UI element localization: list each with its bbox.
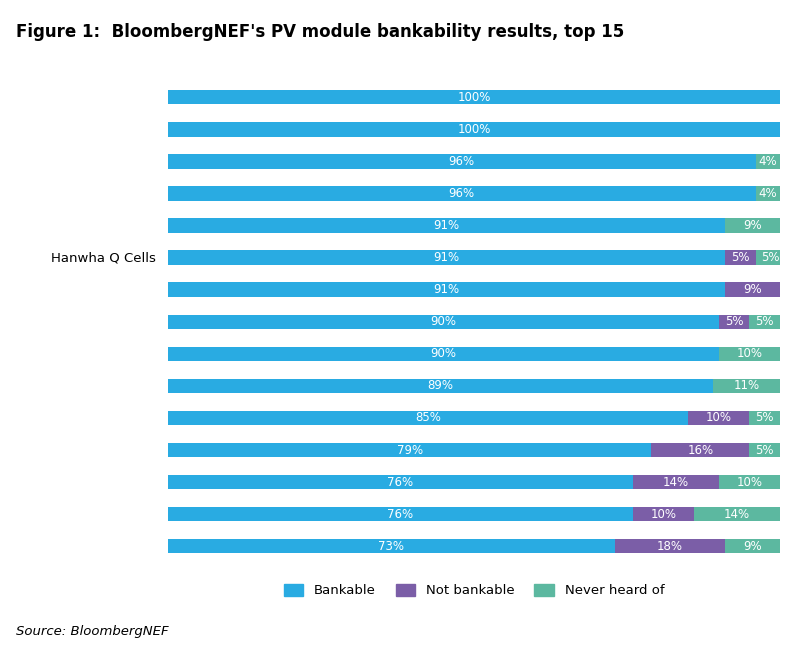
Text: 100%: 100% xyxy=(458,91,490,104)
Bar xyxy=(168,346,718,361)
Bar xyxy=(168,443,651,457)
Bar xyxy=(614,539,725,553)
Bar xyxy=(750,443,780,457)
Text: 9%: 9% xyxy=(743,540,762,552)
Bar xyxy=(168,122,780,136)
Text: 91%: 91% xyxy=(434,219,459,232)
Bar xyxy=(168,90,780,105)
Text: 11%: 11% xyxy=(734,380,759,393)
Text: 14%: 14% xyxy=(663,476,689,489)
Text: 96%: 96% xyxy=(449,155,475,168)
Text: 5%: 5% xyxy=(755,315,774,328)
Text: 5%: 5% xyxy=(755,443,774,456)
Text: 89%: 89% xyxy=(427,380,454,393)
Bar xyxy=(633,475,718,489)
Text: 91%: 91% xyxy=(434,283,459,296)
Bar xyxy=(718,475,780,489)
Text: 4%: 4% xyxy=(758,187,777,200)
Bar xyxy=(718,315,750,329)
Text: Source: BloombergNEF: Source: BloombergNEF xyxy=(16,625,169,638)
Text: 16%: 16% xyxy=(687,443,714,456)
Bar xyxy=(750,411,780,425)
Text: 9%: 9% xyxy=(743,283,762,296)
Text: 79%: 79% xyxy=(397,443,423,456)
Bar xyxy=(168,539,614,553)
Text: 73%: 73% xyxy=(378,540,404,552)
Bar xyxy=(168,187,755,201)
Text: 5%: 5% xyxy=(725,315,743,328)
Text: 18%: 18% xyxy=(657,540,683,552)
Bar xyxy=(168,250,725,265)
Bar xyxy=(633,507,694,521)
Bar xyxy=(713,379,780,393)
Text: 10%: 10% xyxy=(736,476,762,489)
Text: 76%: 76% xyxy=(387,508,414,521)
Text: 90%: 90% xyxy=(430,347,456,360)
Text: 96%: 96% xyxy=(449,187,475,200)
Bar xyxy=(168,315,718,329)
Bar xyxy=(168,154,755,168)
Bar xyxy=(168,218,725,233)
Bar xyxy=(725,218,780,233)
Bar xyxy=(651,443,750,457)
Text: 10%: 10% xyxy=(650,508,677,521)
Legend: Bankable, Not bankable, Never heard of: Bankable, Not bankable, Never heard of xyxy=(278,578,670,603)
Bar xyxy=(168,379,713,393)
Text: 14%: 14% xyxy=(724,508,750,521)
Bar xyxy=(694,507,780,521)
Text: 5%: 5% xyxy=(731,251,750,264)
Text: 91%: 91% xyxy=(434,251,459,264)
Text: 10%: 10% xyxy=(706,411,732,424)
Text: Figure 1:  BloombergNEF's PV module bankability results, top 15: Figure 1: BloombergNEF's PV module banka… xyxy=(16,23,624,41)
Text: Hanwha Q Cells: Hanwha Q Cells xyxy=(51,251,156,264)
Bar xyxy=(750,315,780,329)
Text: 85%: 85% xyxy=(415,411,441,424)
Bar xyxy=(168,507,633,521)
Text: 5%: 5% xyxy=(755,411,774,424)
Bar xyxy=(755,250,786,265)
Bar xyxy=(168,411,688,425)
Bar xyxy=(168,283,725,297)
Bar xyxy=(725,539,780,553)
Text: 5%: 5% xyxy=(762,251,780,264)
Text: 4%: 4% xyxy=(758,155,777,168)
Text: 9%: 9% xyxy=(743,219,762,232)
Text: 76%: 76% xyxy=(387,476,414,489)
Text: 100%: 100% xyxy=(458,123,490,136)
Bar xyxy=(168,475,633,489)
Bar xyxy=(725,250,755,265)
Bar xyxy=(755,154,780,168)
Bar xyxy=(725,283,780,297)
Bar xyxy=(688,411,750,425)
Bar xyxy=(755,187,780,201)
Text: 90%: 90% xyxy=(430,315,456,328)
Bar xyxy=(718,346,780,361)
Text: 10%: 10% xyxy=(736,347,762,360)
